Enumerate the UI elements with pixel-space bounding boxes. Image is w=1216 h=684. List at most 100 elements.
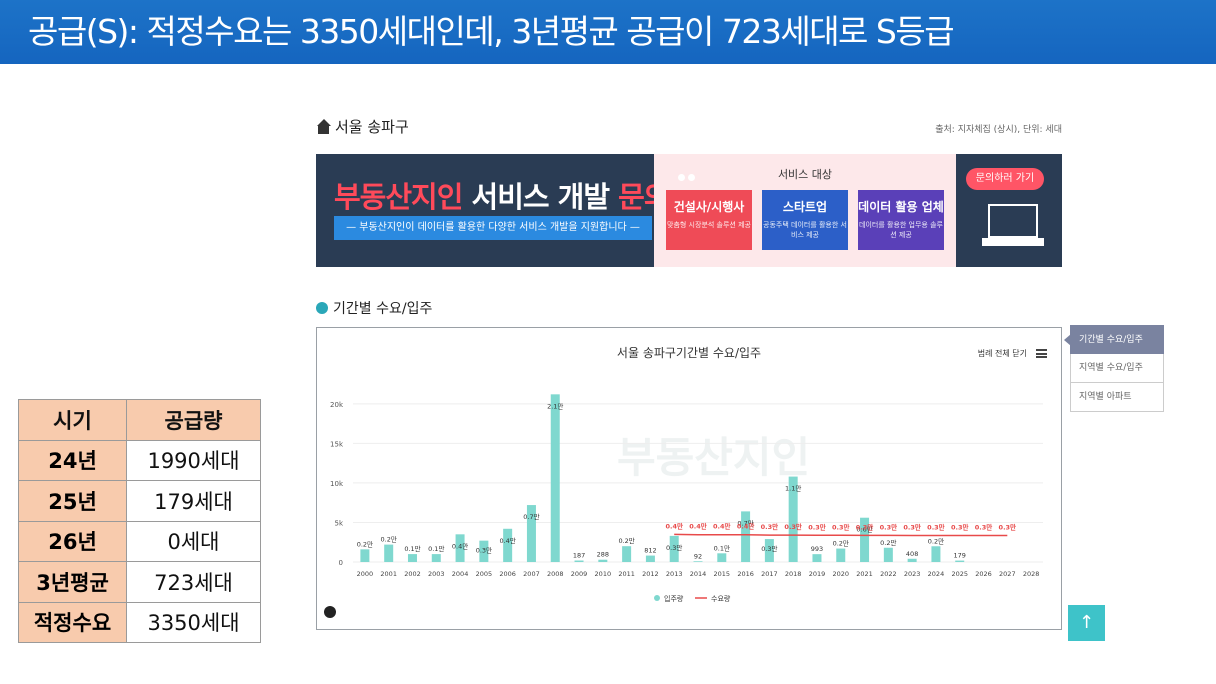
chart-title: 서울 송파구기간별 수요/입주 (616, 346, 762, 360)
bar (812, 554, 822, 562)
bar-data-label: 0.2만 (928, 536, 944, 545)
source-note: 출처: 지자체집 (상시), 단위: 세대 (935, 125, 1062, 135)
service-desc: 맞춤형 시장분석 솔루션 제공 (667, 221, 751, 229)
bar-data-label: 288 (597, 551, 609, 559)
line-data-label: 0.3만 (975, 523, 993, 532)
x-tick-label: 2020 (832, 570, 849, 578)
brand-logo-icon (324, 606, 336, 618)
x-tick-label: 2006 (499, 570, 516, 578)
bar (931, 546, 941, 562)
headline-banner: 공급(S): 적정수요는 3350세대인데, 3년평균 공급이 723세대로 S… (0, 0, 1216, 64)
bar-data-label: 0.4만 (452, 541, 468, 550)
y-tick-label: 15k (330, 440, 344, 448)
bar (669, 535, 679, 562)
legend-line-label: 수요량 (711, 595, 731, 603)
bar (360, 549, 370, 562)
location-name: 서울 송파구 (335, 118, 409, 136)
line-data-label: 0.4만 (665, 521, 683, 530)
bar (693, 561, 703, 562)
table-row: 3년평균 723세대 (18, 561, 261, 603)
x-tick-label: 2026 (975, 570, 992, 578)
bar-data-label: 0.2만 (833, 539, 849, 548)
tab-period-demand[interactable]: 기간별 수요/입주 (1064, 325, 1164, 354)
bar (550, 394, 560, 562)
chart-tabs: 기간별 수요/입주 지역별 수요/입주 지역별 아파트 (1064, 325, 1164, 412)
legend-bar-label: 입주량 (664, 595, 684, 603)
supply-demand-chart: 0 5k 10k 15k 20k 2000 0.2만 2001 0.2만 2002 0.1만 2003… (330, 394, 1043, 603)
bar (907, 558, 917, 562)
service-head: 서비스 대상 (777, 168, 833, 181)
bar (574, 560, 584, 562)
x-tick-label: 2005 (476, 570, 493, 578)
bar (384, 544, 394, 562)
supply-header-period: 시기 (18, 399, 127, 441)
supply-row-label: 25년 (18, 480, 127, 522)
supply-table-header: 시기 공급량 (18, 399, 261, 441)
tab-region-demand[interactable]: 지역별 수요/입주 (1070, 354, 1164, 383)
bar (455, 534, 465, 562)
x-tick-label: 2001 (380, 570, 397, 578)
y-tick-label: 10k (330, 480, 344, 488)
x-tick-label: 2027 (999, 570, 1016, 578)
y-tick-label: 20k (330, 401, 344, 409)
bar (645, 555, 655, 562)
line-data-label: 0.3만 (999, 523, 1017, 532)
supply-row-value: 3350세대 (126, 601, 261, 643)
x-tick-label: 2028 (1023, 570, 1040, 578)
watermark: 부동산지인 (617, 433, 811, 482)
legend-toggle-button[interactable]: 범례 전체 닫기 (977, 349, 1027, 358)
bar (717, 553, 727, 562)
tab-region-apartment[interactable]: 지역별 아파트 (1070, 383, 1164, 412)
supply-table: 시기 공급량 24년 1990세대 25년 179세대 26년 0세대 3년평균… (18, 399, 261, 643)
inquiry-button[interactable]: 문의하러 가기 (966, 168, 1044, 190)
line-data-label: 0.3만 (808, 522, 826, 531)
bar-data-label: 0.2만 (618, 536, 634, 545)
hamburger-menu-icon[interactable] (1036, 349, 1047, 358)
x-tick-label: 2016 (737, 570, 754, 578)
bar-data-label: 0.2만 (357, 539, 373, 548)
service-name: 건설사/시행사 (673, 200, 745, 214)
service-card-builder[interactable]: 건설사/시행사 맞춤형 시장분석 솔루션 제공 (666, 190, 752, 250)
bar (503, 528, 513, 562)
line-data-label: 0.4만 (713, 522, 731, 531)
section-title: 기간별 수요/입주 (316, 298, 432, 318)
bar (741, 511, 751, 562)
bar (860, 517, 870, 562)
table-row: 26년 0세대 (18, 520, 261, 562)
bar (526, 505, 536, 562)
table-row: 적정수요 3350세대 (18, 601, 261, 643)
location-heading: 서울 송파구 (316, 116, 409, 137)
chart-container: 부동산지인 0 5k 10k 15k 20k 2000 0.2만 2001 0.2만 2002 0.… (316, 327, 1062, 630)
line-data-label: 0.3만 (880, 522, 898, 531)
line-data-label: 0.3만 (761, 522, 779, 531)
x-tick-label: 2012 (642, 570, 659, 578)
supply-row-value: 0세대 (126, 520, 261, 562)
supply-row-value: 1990세대 (126, 439, 261, 481)
ad-banner[interactable]: 부동산지인 서비스 개발 문의 — 부동산지인이 데이터를 활용한 다양한 서비… (316, 154, 1062, 267)
x-tick-label: 2022 (880, 570, 897, 578)
laptop-icon (982, 204, 1044, 250)
bar-data-label: 0.3만 (476, 546, 492, 555)
service-name: 데이터 활용 업체 (858, 200, 944, 214)
bar (955, 560, 965, 562)
x-tick-label: 2000 (357, 570, 374, 578)
supply-header-amount: 공급량 (126, 399, 261, 441)
bar (622, 546, 632, 562)
bar (598, 559, 608, 562)
bar (431, 554, 441, 562)
supply-row-value: 179세대 (126, 480, 261, 522)
x-tick-label: 2025 (951, 570, 968, 578)
line-data-label: 0.4만 (737, 522, 755, 531)
supply-row-label: 26년 (18, 520, 127, 562)
service-card-data[interactable]: 데이터 활용 업체 데이터를 활용한 업무용 솔루션 제공 (858, 190, 944, 250)
bar (764, 539, 774, 562)
supply-row-label: 적정수요 (18, 601, 127, 643)
line-data-label: 0.3만 (784, 522, 802, 531)
x-tick-label: 2014 (690, 570, 707, 578)
table-row: 25년 179세대 (18, 480, 261, 522)
ad-title: 부동산지인 서비스 개발 문의 (334, 174, 671, 216)
carousel-dots-icon[interactable] (678, 166, 698, 185)
scroll-top-button[interactable]: ↑ (1068, 605, 1105, 641)
service-card-startup[interactable]: 스타트업 공동주택 데이터를 활용한 서비스 제공 (762, 190, 848, 250)
bar-data-label: 0.4만 (499, 536, 515, 545)
